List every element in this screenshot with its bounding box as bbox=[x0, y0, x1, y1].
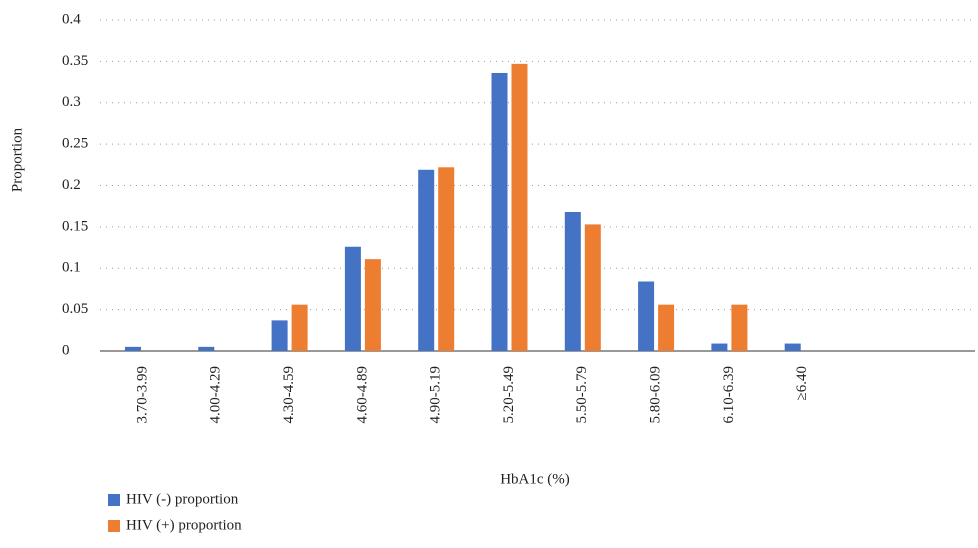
y-tick-label: 0.4 bbox=[62, 11, 81, 27]
bar bbox=[564, 211, 581, 351]
bar bbox=[364, 259, 381, 351]
bar bbox=[638, 281, 655, 351]
x-tick-label: 5.80-6.09 bbox=[648, 366, 664, 424]
legend-swatch bbox=[108, 520, 120, 532]
x-tick-label: ≥6.40 bbox=[794, 366, 810, 400]
bar bbox=[731, 304, 748, 351]
bar bbox=[418, 169, 435, 351]
y-tick-label: 0.15 bbox=[62, 218, 88, 234]
y-tick-label: 0.25 bbox=[62, 136, 88, 152]
bar bbox=[511, 63, 528, 352]
x-axis-label: HbA1c (%) bbox=[500, 471, 570, 487]
legend-label: HIV (+) proportion bbox=[126, 517, 242, 533]
bar bbox=[291, 304, 308, 351]
x-tick-label: 5.50-5.79 bbox=[574, 366, 590, 424]
x-tick-label: 3.70-3.99 bbox=[134, 366, 150, 424]
bar bbox=[658, 304, 675, 351]
x-tick-label: 4.30-4.59 bbox=[281, 366, 297, 424]
bar bbox=[438, 167, 455, 351]
bar bbox=[711, 343, 728, 351]
y-axis-label: Proportion bbox=[9, 127, 25, 192]
x-tick-label: 6.10-6.39 bbox=[721, 366, 737, 424]
y-tick-label: 0.1 bbox=[62, 260, 81, 276]
bar bbox=[784, 343, 801, 351]
y-tick-label: 0.3 bbox=[62, 94, 81, 110]
y-tick-label: 0.05 bbox=[62, 301, 88, 317]
bar bbox=[271, 320, 288, 351]
y-tick-label: 0.35 bbox=[62, 53, 88, 69]
y-tick-label: 0.2 bbox=[62, 177, 81, 193]
legend-label: HIV (-) proportion bbox=[126, 491, 239, 507]
bar bbox=[584, 224, 601, 351]
x-tick-label: 4.60-4.89 bbox=[354, 366, 370, 424]
bar bbox=[125, 346, 141, 351]
x-tick-label: 5.20-5.49 bbox=[501, 366, 517, 424]
legend-swatch bbox=[108, 494, 120, 506]
bar bbox=[491, 72, 508, 352]
x-tick-label: 4.00-4.29 bbox=[208, 366, 224, 424]
y-tick-label: 0 bbox=[62, 342, 70, 358]
x-tick-label: 4.90-5.19 bbox=[428, 366, 444, 424]
bar bbox=[344, 246, 361, 351]
bar bbox=[198, 346, 215, 351]
